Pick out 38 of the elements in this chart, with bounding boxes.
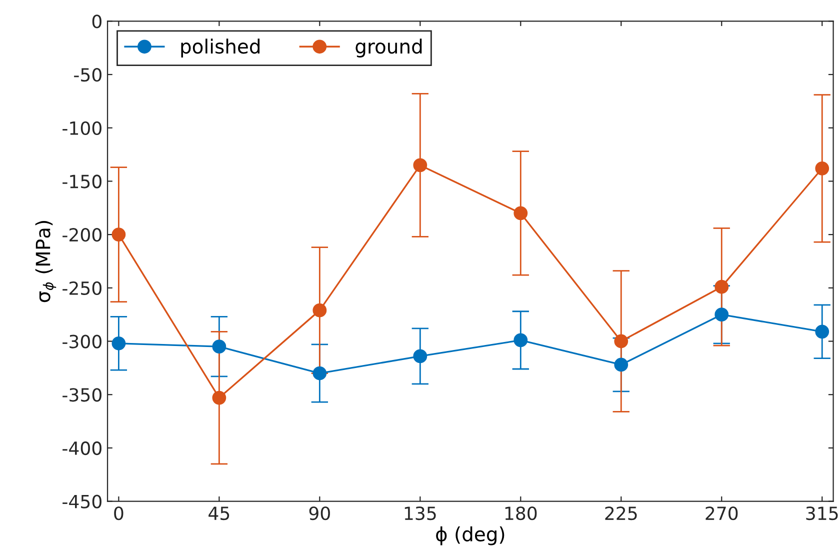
point	[112, 228, 126, 242]
y-tick-label: -450	[62, 494, 102, 508]
x-tick-label: 45	[208, 506, 230, 520]
legend-label: polished	[181, 38, 260, 58]
x-tick-label: 135	[404, 506, 436, 520]
x-tick-label: 90	[309, 506, 330, 520]
y-tick-label: 0	[92, 14, 102, 28]
x-tick-label: 0	[114, 506, 124, 520]
y-tick-label: -300	[62, 334, 102, 348]
x-tick-label: 315	[806, 506, 838, 520]
point	[413, 158, 428, 172]
point	[212, 390, 226, 405]
y-tick-label: -400	[62, 441, 102, 456]
point	[514, 206, 528, 220]
point	[413, 349, 428, 364]
x-tick-label: 270	[706, 506, 738, 520]
x-axis-title: ϕ (deg)	[436, 526, 504, 546]
point	[212, 340, 226, 354]
y-tick-label: -250	[62, 281, 102, 296]
x-tick-label: 180	[505, 506, 537, 520]
y-tick-label: -100	[62, 121, 102, 135]
point	[714, 308, 729, 322]
y-axis-title: σ$_{ϕ}$ (MPa)	[35, 221, 56, 302]
point	[815, 324, 830, 339]
point	[514, 333, 528, 348]
y-tick-label: -200	[62, 228, 102, 242]
x-tick-label: 225	[605, 506, 637, 520]
y-tick-label: -50	[74, 68, 102, 82]
point	[312, 366, 327, 380]
legend-label: ground	[356, 38, 422, 58]
point	[312, 303, 327, 318]
point	[614, 358, 628, 372]
y-tick-label: -150	[62, 174, 102, 188]
point	[714, 280, 729, 294]
point	[614, 334, 628, 348]
y-tick-label: -350	[62, 388, 102, 402]
point	[112, 336, 126, 350]
point	[815, 161, 830, 176]
